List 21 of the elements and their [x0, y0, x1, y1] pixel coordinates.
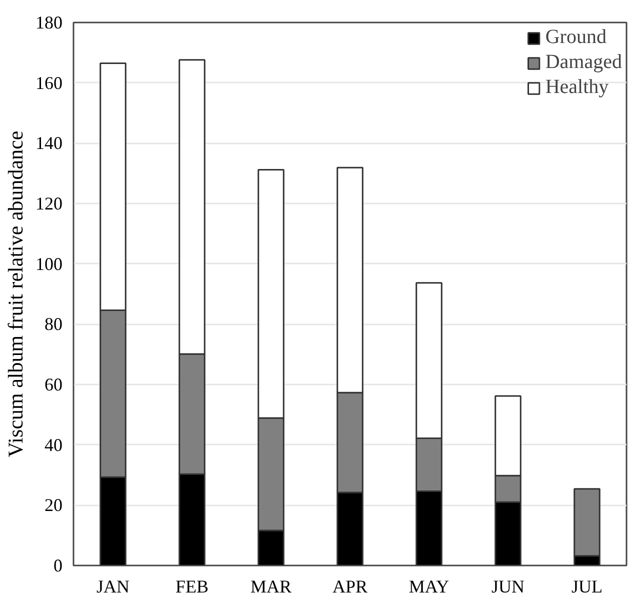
x-tick-label: FEB: [175, 576, 209, 596]
y-tick-label: 180: [36, 12, 62, 32]
y-tick-label: 160: [36, 72, 62, 93]
y-tick-label: 20: [44, 495, 62, 516]
x-tick-label: MAR: [250, 576, 292, 596]
legend-label: Healthy: [545, 76, 609, 99]
y-tick-label: 60: [44, 374, 62, 394]
y-tick-label: 0: [54, 556, 62, 576]
x-tick-label: APR: [332, 576, 368, 596]
y-tick-label: 80: [44, 314, 62, 334]
y-tick-label: 40: [44, 434, 62, 455]
y-tick-label: 140: [36, 133, 62, 154]
y-tick-label: 100: [36, 254, 62, 274]
legend-label: Damaged: [545, 51, 622, 74]
x-tick-label: MAY: [408, 576, 450, 596]
y-tick-label: 120: [36, 194, 62, 214]
y-axis-title: Viscum album fruit relative abundance: [4, 130, 28, 458]
x-tick-label: JUN: [492, 576, 525, 596]
x-tick-label: JAN: [96, 576, 130, 596]
legend-label: Ground: [545, 26, 606, 49]
x-tick-label: JUL: [572, 576, 602, 596]
